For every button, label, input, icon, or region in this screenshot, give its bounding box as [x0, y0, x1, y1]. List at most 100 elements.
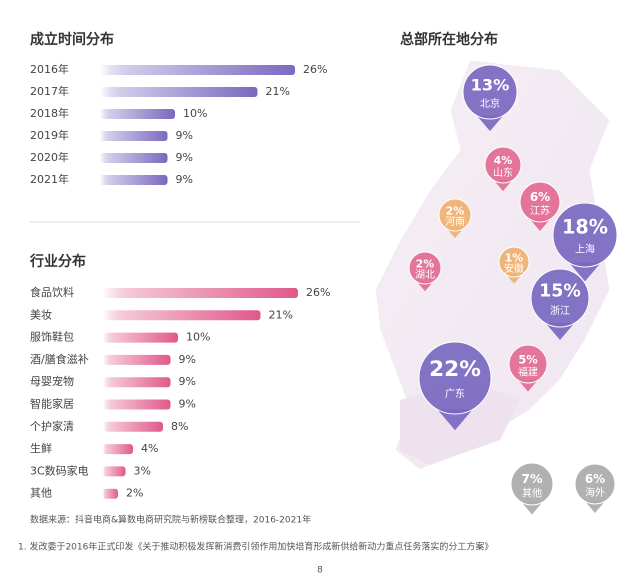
pin-value: 7%	[521, 471, 543, 486]
value-label: 2%	[126, 487, 143, 500]
value-label: 10%	[186, 331, 210, 344]
pin-value: 6%	[530, 190, 550, 204]
pin	[447, 228, 463, 239]
value-label: 21%	[269, 308, 293, 321]
category-label: 其他	[30, 487, 52, 500]
pin-name: 福建	[518, 366, 538, 379]
footnote: 1. 发改委于2016年正式印发《关于推动积极发挥新消费引领作用加快培育形成新供…	[18, 541, 493, 553]
pin-name: 安徽	[504, 262, 524, 275]
pin-value: 13%	[471, 76, 510, 95]
pin-head	[408, 251, 442, 285]
value-label: 9%	[179, 375, 196, 388]
pin-name: 江苏	[530, 204, 550, 217]
category-label: 酒/膳食滋补	[30, 352, 89, 366]
pin-name: 河南	[445, 215, 465, 228]
pin	[494, 180, 512, 192]
pin-name: 上海	[575, 242, 595, 255]
pin-head	[484, 146, 522, 184]
pin-value: 15%	[539, 282, 581, 302]
category-label: 生鲜	[30, 441, 52, 455]
pin-name: 浙江	[550, 305, 570, 317]
pin-head	[510, 462, 554, 506]
bar	[100, 87, 258, 97]
category-label: 美妆	[30, 308, 52, 321]
bar	[103, 288, 298, 298]
value-label: 3%	[134, 464, 151, 477]
bar	[100, 175, 168, 185]
value-label: 8%	[171, 420, 188, 433]
bar	[103, 377, 171, 388]
value-label: 9%	[176, 129, 193, 142]
value-label: 26%	[303, 63, 327, 76]
pin	[417, 281, 433, 292]
pin-head	[438, 198, 472, 232]
category-label: 2016年	[30, 62, 69, 76]
bar	[100, 153, 168, 163]
pin	[476, 115, 504, 132]
value-label: 21%	[266, 85, 290, 98]
pin-head	[574, 463, 616, 505]
value-label: 10%	[183, 107, 207, 120]
pin	[545, 322, 575, 341]
category-label: 2020年	[30, 150, 69, 164]
pin-value: 1%	[505, 252, 524, 265]
value-label: 9%	[179, 353, 196, 366]
bar	[103, 399, 171, 410]
bar	[103, 310, 261, 321]
chart-title: 成立时间分布	[30, 31, 114, 48]
pin	[530, 219, 550, 231]
pin-head	[530, 268, 590, 328]
bar	[103, 354, 171, 365]
pin-head	[418, 341, 492, 415]
category-label: 2017年	[30, 84, 69, 98]
category-label: 2021年	[30, 172, 69, 186]
category-label: 智能家居	[30, 397, 74, 411]
bar	[103, 488, 118, 499]
chart-title: 行业分布	[29, 253, 86, 270]
source: 数据来源：抖音电商&算数电商研究院与新榜联合整理，2016-2021年	[30, 514, 311, 526]
value-label: 9%	[176, 173, 193, 186]
bar	[100, 109, 175, 119]
bar	[103, 466, 126, 477]
category-label: 3C数码家电	[30, 463, 89, 477]
pin-name: 广东	[445, 387, 465, 400]
pin-value: 2%	[416, 257, 435, 270]
category-label: 食品饮料	[30, 285, 74, 299]
page-number: 8	[317, 566, 323, 575]
bar	[100, 65, 295, 75]
bar	[103, 421, 163, 432]
pin	[569, 262, 601, 282]
pin-head	[462, 64, 518, 120]
category-label: 2019年	[30, 128, 69, 142]
pin-value: 6%	[585, 472, 605, 486]
pin-value: 18%	[562, 215, 608, 238]
pin	[521, 502, 543, 515]
pin	[585, 501, 605, 513]
category-label: 2018年	[30, 106, 69, 120]
category-label: 服饰鞋包	[30, 330, 74, 344]
category-label: 个护家清	[30, 419, 74, 433]
pin-head	[498, 246, 530, 278]
pin	[437, 408, 473, 431]
pin-name: 湖北	[415, 269, 435, 281]
pin-head	[508, 344, 548, 384]
bar	[103, 444, 133, 455]
bar	[100, 131, 168, 141]
chart-title: 总部所在地分布	[400, 31, 498, 48]
pin-value: 2%	[446, 204, 465, 217]
pin-value: 4%	[494, 154, 513, 167]
pin	[518, 380, 538, 392]
pin-name: 山东	[493, 166, 513, 179]
value-label: 9%	[179, 398, 196, 411]
pin-value: 22%	[429, 357, 481, 382]
pin-name: 北京	[480, 97, 500, 110]
pin	[506, 274, 522, 284]
pin-name: 海外	[585, 486, 605, 499]
pin-head	[519, 181, 561, 223]
pin-head	[552, 202, 618, 268]
pin-name: 其他	[522, 486, 542, 499]
value-label: 26%	[306, 286, 330, 299]
value-label: 9%	[176, 151, 193, 164]
